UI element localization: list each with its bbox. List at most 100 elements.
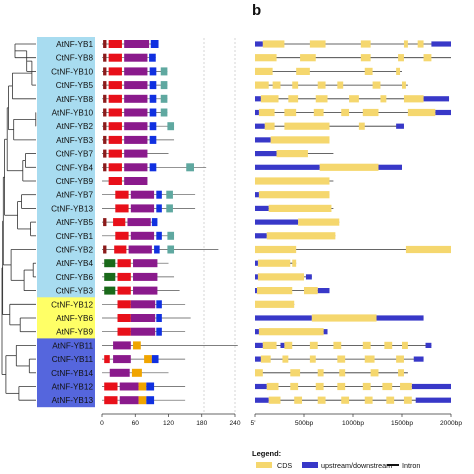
gene-label: AtNF-YB7	[56, 191, 93, 200]
motif-teal	[166, 190, 173, 199]
utr-block	[255, 342, 263, 348]
utr-block	[396, 123, 404, 129]
motif-purple	[113, 341, 131, 350]
motif-blue	[146, 382, 155, 391]
motif-red	[117, 314, 131, 322]
motif-axis-tick-label: 60	[132, 420, 140, 427]
motif-red	[117, 300, 131, 309]
cds-block	[382, 382, 393, 391]
cds-block	[266, 232, 336, 240]
cds-block	[396, 355, 404, 363]
motif-blue	[149, 122, 157, 131]
cds-block	[266, 382, 279, 391]
cds-block	[262, 341, 277, 349]
motif-green	[104, 272, 116, 281]
utr-block	[435, 109, 451, 116]
cds-block	[402, 341, 408, 349]
motif-darkred	[103, 245, 107, 254]
gene-label: CtNF-YB9	[56, 177, 94, 186]
gene-label: AtNF-YB1	[56, 40, 93, 49]
cds-block	[423, 54, 432, 62]
cds-block	[405, 245, 451, 254]
cds-block	[270, 136, 330, 144]
motif-blue	[146, 396, 155, 405]
motif-teal	[166, 204, 173, 213]
gene-label: AtNF-YB6	[56, 314, 93, 323]
motif-purple	[130, 314, 156, 322]
motif-red	[115, 204, 129, 213]
cds-block	[319, 163, 379, 171]
utr-block	[255, 96, 261, 102]
motif-red	[104, 355, 110, 364]
cds-block	[255, 177, 330, 185]
motif-red	[108, 122, 122, 131]
motif-darkred	[103, 149, 107, 158]
motif-purple	[124, 81, 148, 90]
motif-red	[117, 327, 131, 336]
motif-blue	[149, 81, 157, 90]
cds-block	[337, 382, 346, 391]
motif-purple	[127, 218, 151, 227]
motif-blue	[149, 135, 157, 144]
motif-purple	[133, 259, 158, 268]
cds-block	[317, 396, 326, 404]
motif-darkred	[103, 40, 107, 48]
utr-block	[255, 137, 271, 143]
cds-block	[255, 300, 295, 308]
group-3-background	[37, 338, 95, 408]
cds-block	[398, 369, 404, 377]
legend-cds-swatch	[256, 462, 272, 468]
cds-block	[304, 287, 318, 295]
motif-purple	[124, 163, 148, 172]
cds-block	[403, 40, 408, 48]
utr-block	[413, 356, 424, 362]
utr-block	[323, 329, 328, 335]
motif-red	[108, 67, 122, 76]
cds-block	[284, 341, 293, 349]
motif-purple	[130, 327, 156, 336]
motif-blue	[149, 53, 156, 62]
motif-blue	[151, 218, 158, 227]
motif-purple	[119, 382, 139, 391]
utr-block	[376, 315, 424, 321]
phylogenetic-tree	[1, 43, 37, 401]
structure-axis-tick-label: 5'	[251, 420, 256, 427]
utr-block	[255, 274, 258, 280]
cds-block	[300, 54, 316, 62]
cds-block	[360, 54, 371, 62]
motif-red	[113, 218, 126, 227]
cds-block	[268, 396, 281, 404]
cds-block	[364, 355, 375, 363]
motif-purple	[124, 149, 148, 158]
cds-block	[292, 259, 297, 267]
cds-block	[257, 273, 304, 281]
motif-green	[104, 286, 116, 295]
cds-block	[362, 341, 371, 349]
gene-label: AtNF-YB5	[56, 218, 93, 227]
utr-block	[305, 274, 312, 280]
motif-teal	[167, 231, 175, 240]
motif-red	[115, 231, 129, 240]
utr-block	[255, 123, 265, 129]
cds-block	[364, 67, 373, 75]
utr-block	[255, 315, 312, 321]
cds-block	[258, 328, 324, 336]
utr-block	[255, 383, 267, 390]
cds-block	[372, 81, 381, 89]
cds-block	[341, 396, 350, 404]
legend-intron-label: Intron	[402, 461, 420, 470]
cds-block	[337, 355, 346, 363]
cds-block	[313, 108, 324, 117]
motif-orange	[133, 341, 141, 350]
motif-teal	[160, 108, 168, 117]
cds-block	[309, 341, 318, 349]
motif-darkred	[103, 67, 107, 76]
cds-block	[358, 122, 365, 130]
motif-purple	[124, 108, 148, 117]
cds-block	[257, 259, 291, 267]
motif-blue	[150, 40, 159, 48]
utr-block	[255, 233, 267, 239]
motif-blue	[156, 327, 162, 336]
cds-block	[384, 341, 393, 349]
